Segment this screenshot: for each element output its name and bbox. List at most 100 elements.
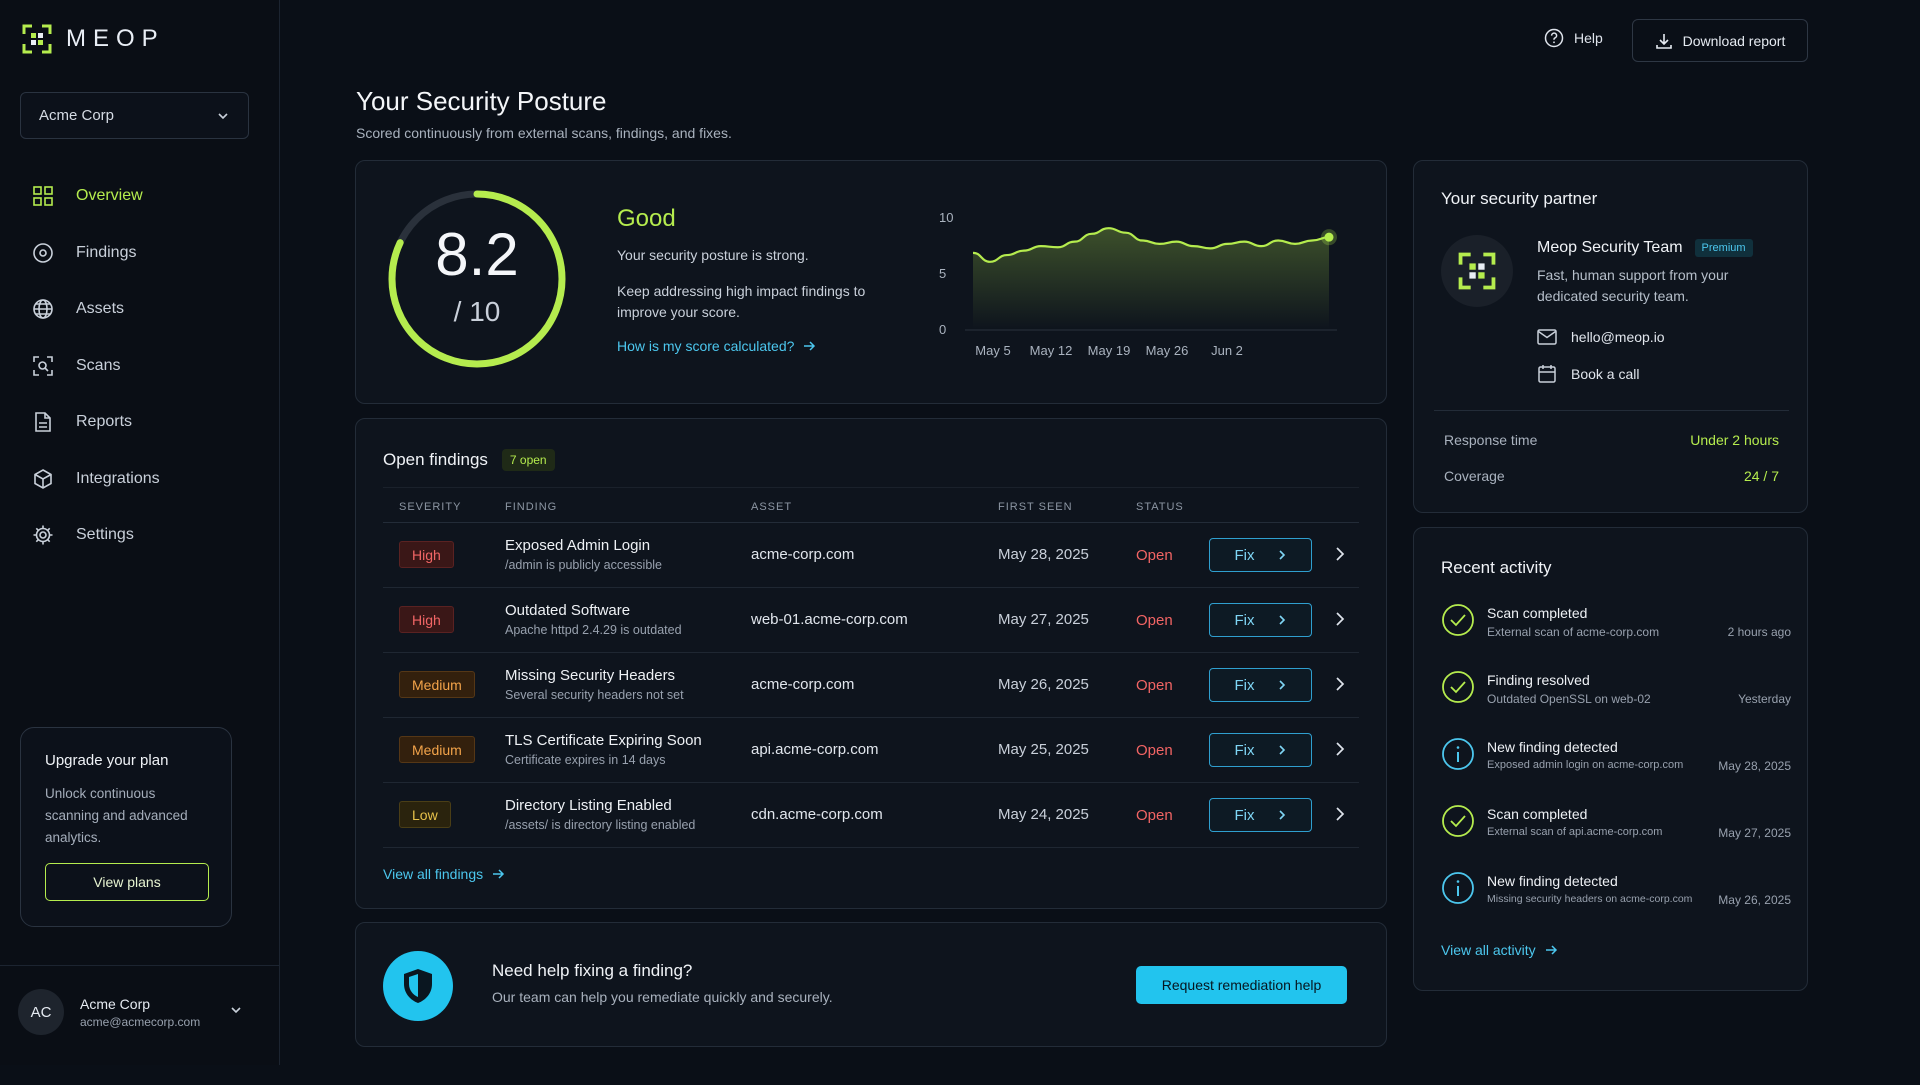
account-menu[interactable]: AC Acme Corp acme@acmecorp.com <box>18 989 243 1035</box>
chevron-right-icon[interactable] <box>1333 543 1347 565</box>
question-circle-icon <box>1544 28 1564 48</box>
open-count-badge: 7 open <box>501 449 555 471</box>
partner-avatar <box>1441 235 1513 307</box>
activity-item-time: 2 hours ago <box>1727 625 1791 639</box>
nav-item-settings[interactable]: Settings <box>32 507 252 564</box>
view-all-activity-link[interactable]: View all activity <box>1441 942 1558 958</box>
view-plans-button[interactable]: View plans <box>45 863 209 901</box>
column-header-finding[interactable]: FINDING <box>505 501 558 513</box>
chevron-down-icon <box>231 1007 241 1014</box>
shield-badge <box>383 951 453 1021</box>
book-call-link[interactable]: Book a call <box>1537 364 1639 384</box>
column-header-asset[interactable]: ASSET <box>751 501 793 513</box>
column-header-severity[interactable]: SEVERITY <box>399 501 462 513</box>
finding-title: Outdated Software <box>505 602 631 619</box>
chevron-right-icon[interactable] <box>1333 738 1347 760</box>
finding-description: Several security headers not set <box>505 688 684 702</box>
finding-asset: api.acme-corp.com <box>751 741 879 758</box>
activity-item[interactable]: Scan completed External scan of api.acme… <box>1441 804 1791 871</box>
score-trend-line <box>972 227 1330 263</box>
activity-title: Recent activity <box>1441 558 1552 577</box>
fix-label: Fix <box>1234 806 1255 824</box>
y-tick-label: 0 <box>939 322 946 337</box>
remediation-help-card: Need help fixing a finding? Our team can… <box>355 922 1387 1047</box>
view-all-findings-link[interactable]: View all findings <box>383 866 505 882</box>
findings-title: Open findings <box>383 450 488 469</box>
fix-button[interactable]: Fix <box>1209 603 1312 637</box>
table-row[interactable]: High Outdated Software Apache httpd 2.4.… <box>383 588 1359 653</box>
activity-item[interactable]: Scan completed External scan of acme-cor… <box>1441 603 1791 670</box>
score-trend-area <box>973 228 1329 329</box>
nav-item-integrations[interactable]: Integrations <box>32 451 252 508</box>
email-link[interactable]: hello@meop.io <box>1537 329 1665 345</box>
arrow-right-icon <box>493 869 505 879</box>
nav-label: Findings <box>76 243 137 261</box>
fix-button[interactable]: Fix <box>1209 733 1312 767</box>
findings-header: Open findings 7 open <box>383 449 555 471</box>
finding-status: Open <box>1136 677 1173 694</box>
fix-button[interactable]: Fix <box>1209 668 1312 702</box>
logo[interactable]: MEOP <box>22 24 165 54</box>
nav-item-findings[interactable]: Findings <box>32 225 252 282</box>
chevron-down-icon <box>218 112 228 119</box>
finding-status: Open <box>1136 547 1173 564</box>
account-info: Acme Corp acme@acmecorp.com <box>80 996 200 1029</box>
finding-description: /admin is publicly accessible <box>505 558 663 572</box>
activity-item-time: Yesterday <box>1738 692 1791 706</box>
activity-item[interactable]: New finding detected Missing security he… <box>1441 871 1791 938</box>
gear-icon <box>33 525 53 545</box>
account-email: acme@acmecorp.com <box>80 1014 201 1029</box>
nav-item-overview[interactable]: Overview <box>32 168 252 225</box>
activity-item[interactable]: Finding resolved Outdated OpenSSL on web… <box>1441 670 1791 737</box>
coverage-value: 24 / 7 <box>1743 468 1779 484</box>
table-row[interactable]: Medium Missing Security Headers Several … <box>383 653 1359 718</box>
nav-item-scans[interactable]: Scans <box>32 338 252 395</box>
upgrade-title: Upgrade your plan <box>45 752 169 769</box>
finding-description: Apache httpd 2.4.29 is outdated <box>505 623 682 637</box>
org-selector[interactable]: Acme Corp <box>20 92 249 139</box>
score-trend-chart: 10 5 0 May 5 May 12 May 19 May 26 Jun 2 <box>939 210 1337 358</box>
score-calculation-link[interactable]: How is my score calculated? <box>617 338 816 354</box>
response-time-label: Response time <box>1444 432 1538 448</box>
nav-label: Reports <box>76 413 133 431</box>
calendar-icon <box>1538 365 1556 383</box>
nav-item-reports[interactable]: Reports <box>32 394 252 451</box>
email-label: hello@meop.io <box>1571 329 1665 345</box>
score-link-label: How is my score calculated? <box>617 338 795 354</box>
request-remediation-button[interactable]: Request remediation help <box>1136 966 1347 1004</box>
open-findings-card: Open findings 7 open SEVERITY FINDING AS… <box>355 418 1387 909</box>
fix-button[interactable]: Fix <box>1209 798 1312 832</box>
table-row[interactable]: Low Directory Listing Enabled /assets/ i… <box>383 783 1359 848</box>
table-row[interactable]: High Exposed Admin Login /admin is publi… <box>383 523 1359 588</box>
finding-description: /assets/ is directory listing enabled <box>505 818 696 832</box>
help-link[interactable]: Help <box>1544 28 1603 48</box>
help-label: Help <box>1574 30 1603 46</box>
activity-item[interactable]: New finding detected Exposed admin login… <box>1441 737 1791 804</box>
activity-item-title: New finding detected <box>1487 873 1618 889</box>
score-gauge <box>388 190 566 368</box>
x-tick-label: May 26 <box>1146 343 1189 358</box>
table-row[interactable]: Medium TLS Certificate Expiring Soon Cer… <box>383 718 1359 783</box>
chevron-right-icon <box>1278 745 1285 755</box>
finding-title: Directory Listing Enabled <box>505 797 672 814</box>
chevron-right-icon[interactable] <box>1333 673 1347 695</box>
help-title: Need help fixing a finding? <box>492 961 693 980</box>
nav-item-assets[interactable]: Assets <box>32 281 252 338</box>
finding-first-seen: May 25, 2025 <box>998 741 1089 758</box>
chevron-right-icon[interactable] <box>1333 608 1347 630</box>
upgrade-text: Unlock continuous scanning and advanced … <box>45 786 188 845</box>
chevron-right-icon[interactable] <box>1333 803 1347 825</box>
download-label: Download report <box>1682 32 1786 49</box>
activity-item-time: May 26, 2025 <box>1718 893 1791 907</box>
sidebar-nav: Overview Findings Assets Scans Reports I… <box>32 168 252 564</box>
download-report-button[interactable]: Download report <box>1632 19 1808 62</box>
score-out-of: / 10 <box>453 296 501 327</box>
column-header-first-seen[interactable]: FIRST SEEN <box>998 501 1073 513</box>
column-header-status[interactable]: STATUS <box>1136 501 1184 513</box>
activity-item-title: Finding resolved <box>1487 672 1590 688</box>
finding-first-seen: May 28, 2025 <box>998 546 1089 563</box>
check-circle-icon <box>1442 604 1474 636</box>
x-tick-label: May 19 <box>1088 343 1131 358</box>
brand-name: MEOP <box>66 25 165 52</box>
fix-button[interactable]: Fix <box>1209 538 1312 572</box>
